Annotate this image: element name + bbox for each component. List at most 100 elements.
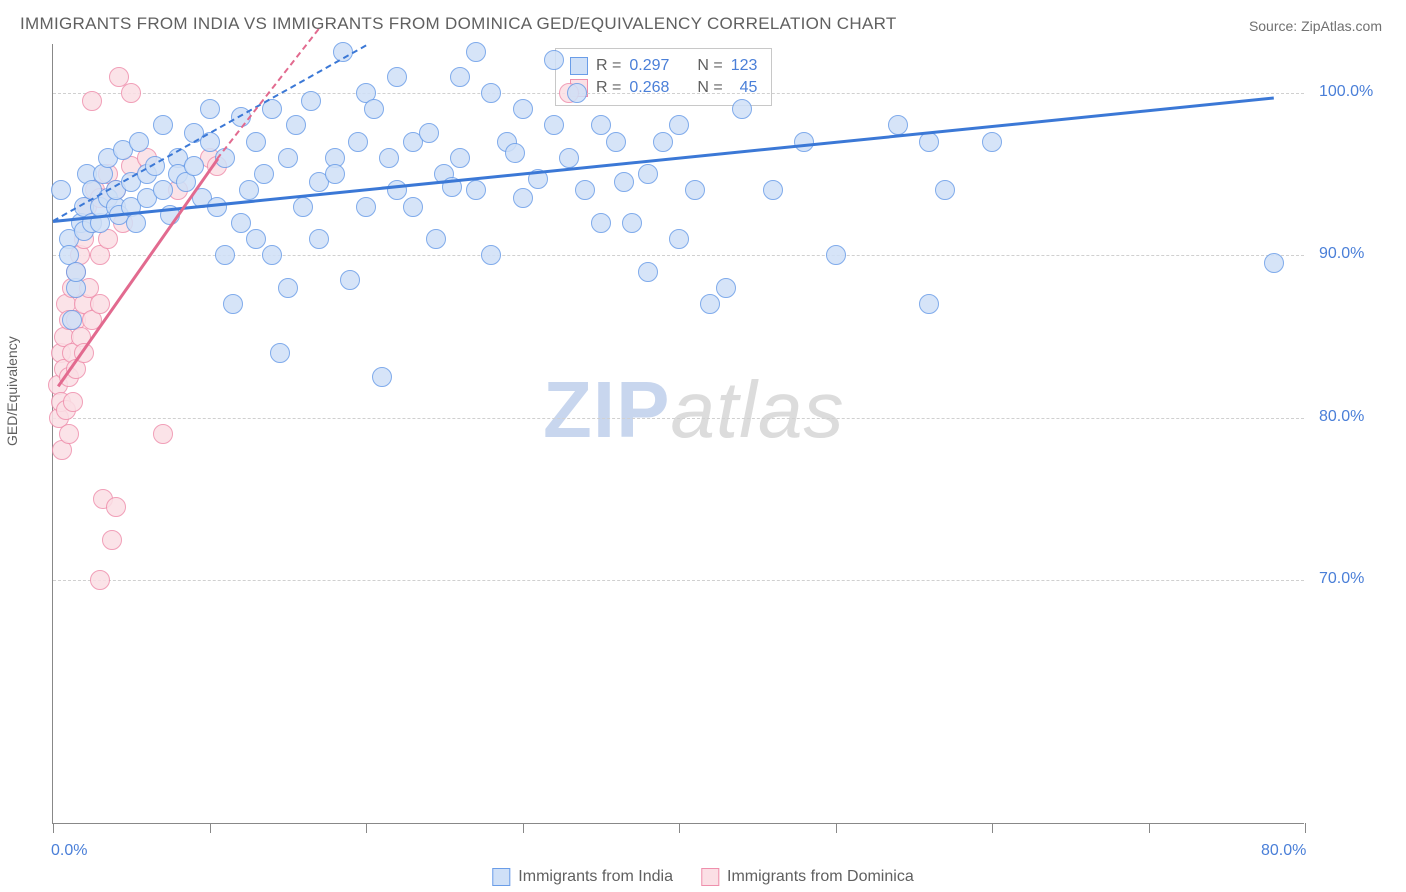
scatter-point: [505, 143, 525, 163]
scatter-point: [215, 245, 235, 265]
scatter-point: [153, 180, 173, 200]
legend-swatch: [492, 868, 510, 886]
x-tick: [1305, 823, 1306, 833]
legend-series-label: Immigrants from Dominica: [727, 868, 914, 886]
legend-n-label: N =: [697, 79, 722, 97]
scatter-point: [567, 83, 587, 103]
scatter-point: [794, 132, 814, 152]
scatter-point: [763, 180, 783, 200]
scatter-point: [481, 245, 501, 265]
scatter-point: [919, 294, 939, 314]
y-axis-label: GED/Equivalency: [4, 336, 20, 446]
scatter-point: [614, 172, 634, 192]
legend-n-value: 45: [731, 79, 758, 97]
legend-r-label: R =: [596, 57, 621, 75]
scatter-point: [419, 123, 439, 143]
scatter-point: [153, 115, 173, 135]
scatter-point: [239, 180, 259, 200]
scatter-point: [153, 424, 173, 444]
scatter-point: [59, 424, 79, 444]
scatter-point: [293, 197, 313, 217]
scatter-point: [372, 367, 392, 387]
scatter-point: [426, 229, 446, 249]
scatter-point: [309, 229, 329, 249]
scatter-point: [62, 310, 82, 330]
scatter-point: [246, 132, 266, 152]
gridline: [53, 418, 1304, 419]
scatter-point: [826, 245, 846, 265]
scatter-point: [653, 132, 673, 152]
scatter-point: [325, 164, 345, 184]
scatter-point: [109, 67, 129, 87]
legend-series: Immigrants from India Immigrants from Dom…: [492, 868, 913, 886]
chart-title: IMMIGRANTS FROM INDIA VS IMMIGRANTS FROM…: [20, 14, 897, 34]
scatter-point: [622, 213, 642, 233]
scatter-point: [450, 67, 470, 87]
y-tick-label: 80.0%: [1319, 408, 1364, 426]
scatter-point: [544, 50, 564, 70]
scatter-point: [935, 180, 955, 200]
y-tick-label: 90.0%: [1319, 245, 1364, 263]
scatter-point: [82, 91, 102, 111]
scatter-point: [348, 132, 368, 152]
scatter-point: [200, 99, 220, 119]
legend-series-item: Immigrants from Dominica: [701, 868, 914, 886]
x-tick-label: 0.0%: [51, 842, 87, 860]
watermark-part2: atlas: [670, 365, 844, 454]
scatter-point: [356, 197, 376, 217]
x-tick: [679, 823, 680, 833]
scatter-point: [301, 91, 321, 111]
scatter-point: [63, 392, 83, 412]
y-tick-label: 100.0%: [1319, 83, 1373, 101]
legend-series-item: Immigrants from India: [492, 868, 673, 886]
gridline: [53, 580, 1304, 581]
scatter-point: [286, 115, 306, 135]
scatter-point: [700, 294, 720, 314]
scatter-point: [559, 148, 579, 168]
scatter-point: [66, 262, 86, 282]
x-tick: [53, 823, 54, 833]
scatter-point: [278, 278, 298, 298]
source-attribution: Source: ZipAtlas.com: [1249, 18, 1382, 34]
legend-swatch: [570, 57, 588, 75]
legend-r-label: R =: [596, 79, 621, 97]
legend-n-value: 123: [731, 57, 758, 75]
scatter-point: [340, 270, 360, 290]
scatter-point: [223, 294, 243, 314]
legend-stats: R =0.297N =123R =0.268N = 45: [555, 48, 772, 106]
scatter-point: [231, 213, 251, 233]
scatter-point: [262, 245, 282, 265]
scatter-point: [982, 132, 1002, 152]
scatter-point: [254, 164, 274, 184]
scatter-point: [544, 115, 564, 135]
scatter-point: [591, 213, 611, 233]
scatter-point: [102, 530, 122, 550]
scatter-point: [685, 180, 705, 200]
scatter-point: [716, 278, 736, 298]
scatter-point: [126, 213, 146, 233]
scatter-point: [387, 180, 407, 200]
scatter-point: [90, 294, 110, 314]
legend-swatch: [701, 868, 719, 886]
scatter-point: [466, 180, 486, 200]
scatter-point: [450, 148, 470, 168]
scatter-point: [121, 83, 141, 103]
legend-r-value: 0.297: [629, 57, 669, 75]
scatter-point: [638, 164, 658, 184]
scatter-point: [246, 229, 266, 249]
y-tick-label: 70.0%: [1319, 570, 1364, 588]
scatter-point: [732, 99, 752, 119]
scatter-chart: ZIPatlas R =0.297N =123R =0.268N = 45 70…: [52, 44, 1304, 824]
x-tick: [992, 823, 993, 833]
legend-stats-row: R =0.297N =123: [570, 55, 757, 77]
scatter-point: [270, 343, 290, 363]
watermark: ZIPatlas: [543, 364, 844, 456]
scatter-point: [90, 570, 110, 590]
scatter-point: [513, 188, 533, 208]
scatter-point: [106, 497, 126, 517]
scatter-point: [51, 180, 71, 200]
scatter-point: [184, 156, 204, 176]
scatter-point: [669, 229, 689, 249]
scatter-point: [481, 83, 501, 103]
scatter-point: [669, 115, 689, 135]
